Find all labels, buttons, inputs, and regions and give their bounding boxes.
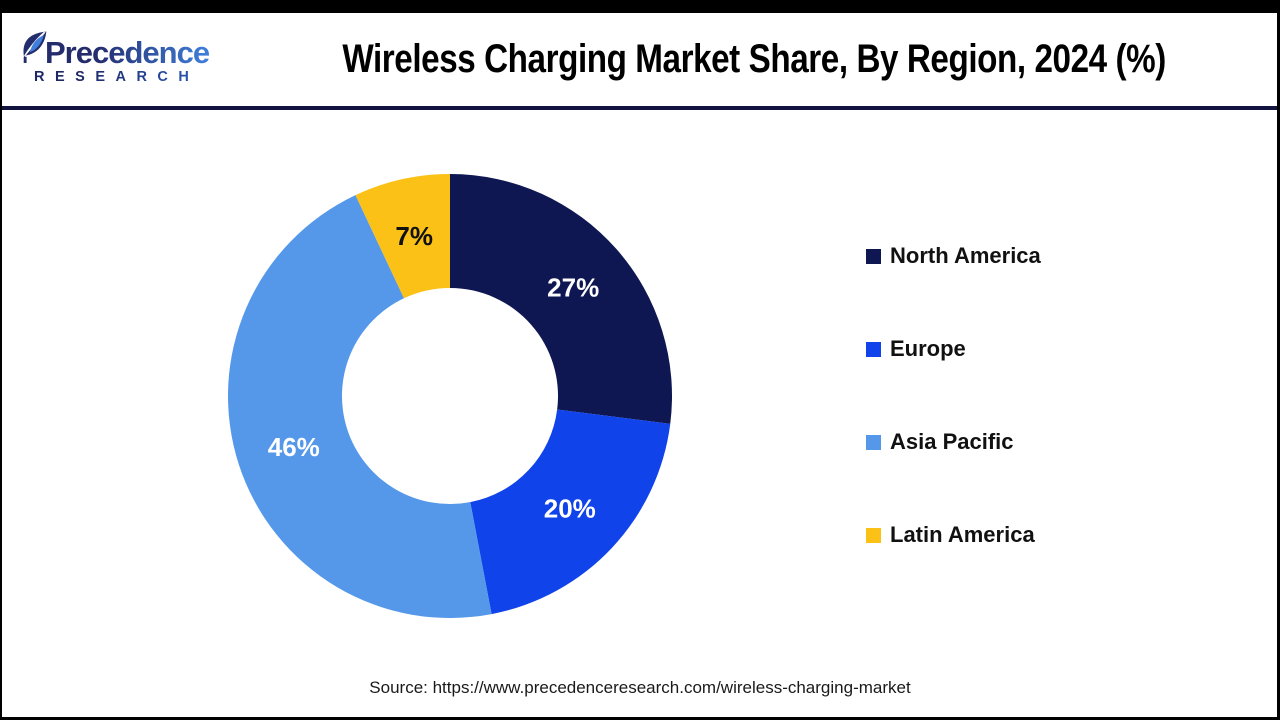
legend-item-asia-pacific: Asia Pacific [866,429,1041,454]
legend-item-europe: Europe [866,336,1041,361]
top-black-bar [0,0,1280,13]
donut-slice-asia-pacific [228,195,492,618]
source-text: Source: https://www.precedenceresearch.c… [369,678,911,697]
donut-slice-latin-america [355,174,450,299]
donut-slice-europe [470,409,671,615]
legend-label: Asia Pacific [890,429,1014,454]
header: Precedence RESEARCH Wireless Charging Ma… [0,13,1280,106]
legend-swatch-icon [866,341,881,357]
slice-label-europe: 20% [544,494,596,524]
legend-label: Europe [890,336,966,361]
slice-label-north-america: 27% [547,273,599,303]
header-divider-line [0,106,1280,110]
donut-chart: 27% 20% 46% 7% [228,174,672,618]
legend-swatch-icon [866,434,881,450]
leaf-logo-icon [20,30,48,68]
legend-item-north-america: North America [866,243,1041,268]
legend: North America Europe Asia Pacific Latin Ame… [866,243,1041,547]
logo-research-text: RESEARCH [20,69,255,85]
logo-line1: Precedence [20,31,255,71]
legend-label: North America [890,243,1041,268]
legend-label: Latin America [890,522,1035,547]
precedence-research-logo: Precedence RESEARCH [20,31,255,85]
slice-label-latin-america: 7% [395,221,433,251]
legend-swatch-icon [866,248,881,264]
legend-swatch-icon [866,527,881,543]
logo-wordmark: Precedence [45,34,210,70]
page-title: Wireless Charging Market Share, By Regio… [342,37,1167,81]
donut-slice-north-america [450,174,672,424]
slice-label-asia-pacific: 46% [268,432,320,462]
page-title-wrap: Wireless Charging Market Share, By Regio… [255,37,1280,82]
legend-item-latin-america: Latin America [866,522,1041,547]
